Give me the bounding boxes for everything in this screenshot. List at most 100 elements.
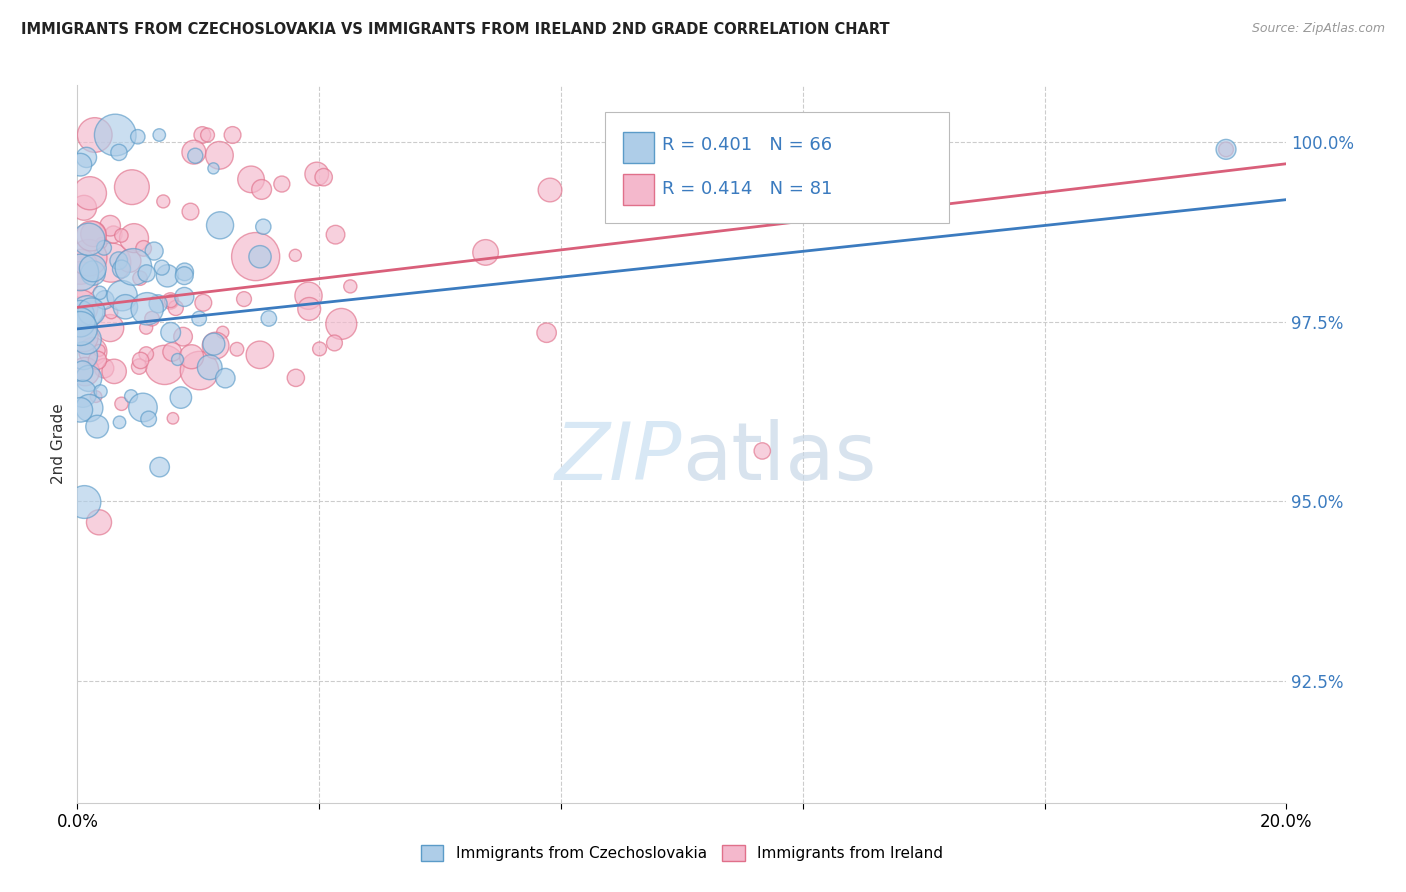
Point	[284, 248, 307, 262]
Point	[103, 364, 125, 378]
Point	[80, 228, 103, 243]
Point	[536, 326, 558, 340]
Text: atlas: atlas	[682, 419, 876, 497]
Point	[132, 241, 155, 255]
Point	[73, 201, 96, 215]
Point	[298, 301, 321, 316]
Point	[77, 232, 100, 246]
Point	[153, 358, 176, 372]
Point	[132, 401, 155, 415]
Point	[149, 460, 172, 475]
Point	[749, 128, 772, 142]
Point	[76, 333, 98, 347]
Point	[150, 260, 173, 275]
Point	[148, 128, 170, 142]
Point	[138, 412, 160, 426]
Point	[159, 326, 181, 340]
Point	[80, 304, 103, 318]
Point	[135, 266, 157, 280]
Point	[83, 128, 105, 142]
Point	[100, 255, 122, 269]
Point	[110, 262, 132, 277]
Point	[270, 177, 292, 191]
Point	[1215, 142, 1237, 156]
Point	[110, 397, 132, 411]
Point	[75, 150, 97, 164]
Point	[87, 516, 110, 530]
Point	[72, 364, 94, 378]
Point	[308, 342, 330, 356]
Legend: Immigrants from Czechoslovakia, Immigrants from Ireland: Immigrants from Czechoslovakia, Immigran…	[415, 838, 949, 867]
Point	[104, 128, 127, 142]
Point	[128, 359, 150, 374]
Point	[127, 129, 149, 144]
Point	[226, 343, 249, 357]
Point	[160, 294, 183, 309]
Point	[208, 148, 231, 162]
Point	[103, 227, 125, 242]
Point	[122, 260, 145, 274]
Point	[297, 289, 319, 303]
Point	[118, 253, 141, 268]
Point	[129, 271, 152, 285]
Point	[121, 180, 143, 194]
Point	[69, 321, 91, 335]
Point	[162, 411, 184, 425]
Point	[77, 251, 100, 265]
Point	[129, 353, 152, 368]
Point	[143, 244, 166, 258]
Point	[93, 361, 115, 376]
Point	[69, 315, 91, 329]
Point	[204, 338, 226, 352]
Point	[75, 365, 97, 379]
Point	[245, 250, 267, 264]
Point	[214, 371, 236, 385]
Point	[173, 290, 195, 304]
Point	[114, 300, 136, 314]
Point	[252, 219, 274, 234]
Point	[233, 292, 256, 306]
Point	[257, 311, 280, 326]
Point	[1215, 142, 1237, 156]
Text: R = 0.401   N = 66: R = 0.401 N = 66	[662, 136, 832, 154]
Point	[93, 293, 115, 307]
Point	[90, 235, 112, 250]
Point	[107, 253, 129, 268]
Point	[188, 363, 211, 377]
Point	[159, 293, 181, 308]
Point	[69, 265, 91, 279]
Point	[221, 128, 243, 142]
Point	[202, 337, 225, 351]
Point	[141, 311, 163, 326]
Point	[135, 320, 157, 334]
Point	[180, 350, 202, 364]
Point	[122, 231, 145, 245]
Point	[305, 167, 328, 181]
Point	[111, 288, 134, 302]
Point	[108, 145, 131, 160]
Text: R = 0.414   N = 81: R = 0.414 N = 81	[662, 180, 832, 198]
Point	[184, 149, 207, 163]
Point	[82, 227, 104, 241]
Point	[197, 128, 219, 142]
Point	[86, 419, 108, 434]
Point	[69, 307, 91, 321]
Point	[89, 343, 111, 358]
Point	[69, 300, 91, 314]
Point	[120, 389, 142, 403]
Point	[77, 371, 100, 385]
Point	[84, 390, 107, 404]
Text: Source: ZipAtlas.com: Source: ZipAtlas.com	[1251, 22, 1385, 36]
Point	[136, 301, 159, 316]
Point	[250, 182, 273, 196]
Point	[312, 170, 335, 185]
Point	[69, 402, 91, 417]
Point	[249, 250, 271, 264]
Y-axis label: 2nd Grade: 2nd Grade	[51, 403, 66, 484]
Point	[211, 326, 233, 340]
Point	[98, 321, 121, 335]
Point	[166, 352, 188, 367]
Point	[108, 415, 131, 429]
Point	[76, 304, 98, 318]
Point	[173, 268, 195, 283]
